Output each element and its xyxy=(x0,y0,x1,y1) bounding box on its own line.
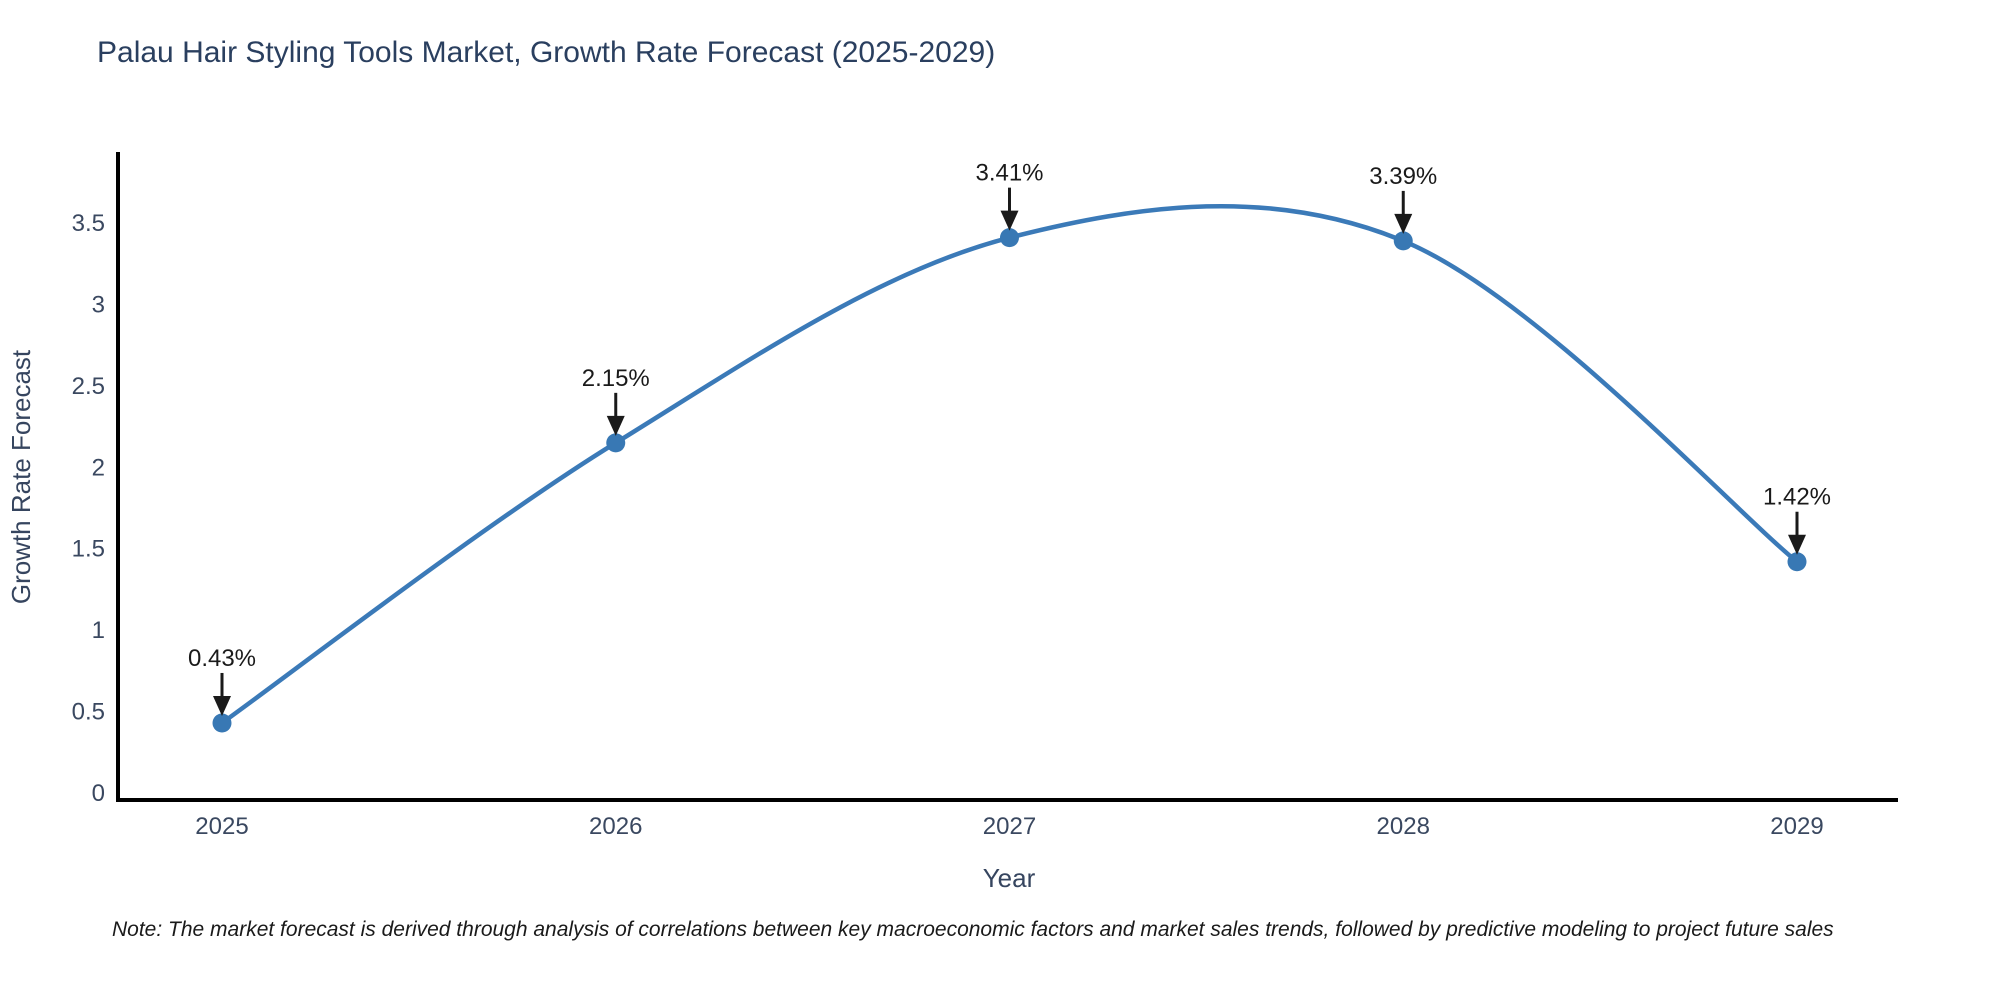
y-tick-label: 2 xyxy=(92,454,105,481)
annotation-arrowhead xyxy=(606,415,625,436)
y-tick-label: 1 xyxy=(92,617,105,644)
annotation-label: 0.43% xyxy=(188,645,256,672)
trend-line xyxy=(219,203,1800,726)
annotation-label: 2.15% xyxy=(582,365,650,392)
data-point-marker xyxy=(606,433,626,453)
y-tick-label: 1.5 xyxy=(72,536,105,563)
y-tick-label: 0 xyxy=(92,780,105,807)
annotation-label: 3.39% xyxy=(1369,163,1437,190)
data-point-marker xyxy=(1000,228,1019,248)
y-tick-label: 2.5 xyxy=(72,373,105,400)
axis-lines xyxy=(116,152,1898,802)
data-point-marker xyxy=(1393,231,1413,251)
x-axis-title: Year xyxy=(983,863,1036,893)
annotation-arrowhead xyxy=(1000,210,1019,231)
x-tick-label: 2028 xyxy=(1377,813,1430,840)
data-point-marker xyxy=(1787,552,1807,572)
annotation-arrowhead xyxy=(1788,534,1806,555)
x-tick-label: 2027 xyxy=(983,813,1036,840)
data-point-marker xyxy=(212,713,232,733)
x-tick-label: 2026 xyxy=(589,813,642,840)
chart-title: Palau Hair Styling Tools Market, Growth … xyxy=(97,36,996,69)
annotation-arrowhead xyxy=(1394,213,1413,234)
y-tick-label: 3 xyxy=(92,291,105,318)
x-tick-label: 2025 xyxy=(195,813,248,840)
x-tick-label: 2029 xyxy=(1770,813,1823,840)
footnote: Note: The market forecast is derived thr… xyxy=(112,918,1834,941)
annotation-arrowhead xyxy=(213,695,231,716)
y-axis-title: Growth Rate Forecast xyxy=(6,349,36,604)
annotation-label: 3.41% xyxy=(975,160,1043,187)
annotation-label: 1.42% xyxy=(1763,484,1831,511)
y-tick-label: 3.5 xyxy=(72,210,105,237)
y-tick-label: 0.5 xyxy=(72,699,105,726)
